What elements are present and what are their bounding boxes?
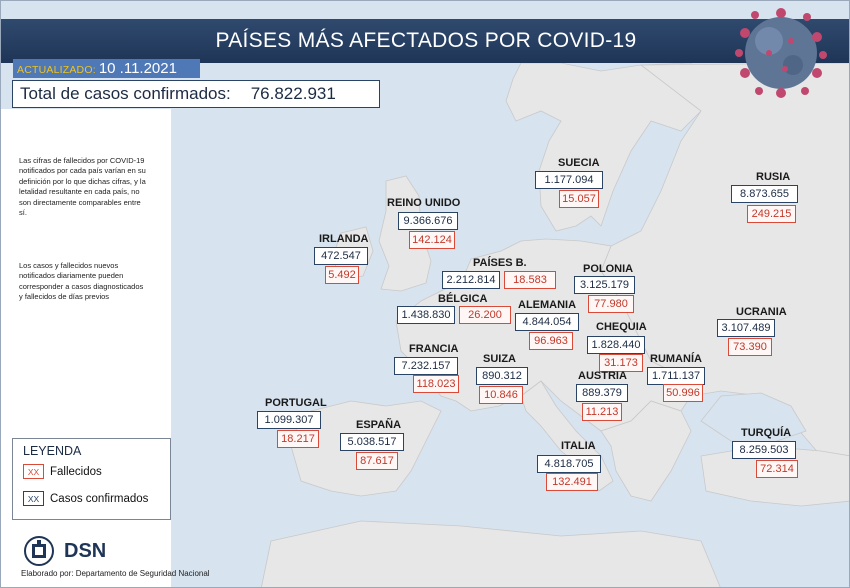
- country-name: ALEMANIA: [518, 299, 577, 311]
- total-cases-value: 76.822.931: [250, 84, 336, 103]
- credit-line: Elaborado por: Departamento de Seguridad…: [21, 569, 210, 578]
- legend-cases-swatch: XX: [23, 491, 44, 506]
- deaths-label: 96.963: [529, 332, 573, 350]
- country-name: ESPAÑA: [356, 419, 402, 431]
- legend-deaths-row: XX Fallecidos: [23, 464, 102, 479]
- deaths-label: 142.124: [409, 231, 455, 249]
- deaths-label: 26.200: [459, 306, 511, 324]
- deaths-label: 73.390: [728, 338, 772, 356]
- updated-date: ACTUALIZADO: 10 .11.2021: [13, 59, 200, 78]
- country-name: AUSTRIA: [578, 370, 627, 382]
- cases-label: 9.366.676: [398, 212, 458, 230]
- cases-label: 3.107.489: [717, 319, 775, 337]
- balkans-land: [600, 400, 692, 502]
- deaths-label: 18.583: [504, 271, 556, 289]
- dsn-emblem-icon: [24, 536, 54, 566]
- country-name: PORTUGAL: [265, 397, 327, 409]
- cases-label: 1.828.440: [587, 336, 645, 354]
- total-cases-label: Total de casos confirmados:: [20, 84, 231, 103]
- cases-label: 890.312: [476, 367, 528, 385]
- updated-value: 10 .11.2021: [98, 60, 177, 77]
- deaths-label: 18.217: [277, 430, 319, 448]
- country-name: UCRANIA: [736, 306, 787, 318]
- cases-label: 7.232.157: [394, 357, 458, 375]
- deaths-label: 50.996: [663, 384, 703, 402]
- country-name: IRLANDA: [319, 233, 369, 245]
- dsn-logo-text: DSN: [64, 540, 107, 562]
- deaths-label: 77.980: [588, 295, 634, 313]
- country-name: RUMANÍA: [650, 353, 702, 365]
- cases-label: 1.177.094: [535, 171, 603, 189]
- cases-label: 8.259.503: [732, 441, 796, 459]
- cases-label: 8.873.655: [731, 185, 798, 203]
- updated-label: ACTUALIZADO:: [17, 64, 96, 76]
- legend-title: LEYENDA: [23, 444, 82, 458]
- total-cases-box: Total de casos confirmados: 76.822.931: [12, 80, 380, 108]
- country-name: TURQUÍA: [741, 427, 792, 439]
- cases-label: 2.212.814: [442, 271, 500, 289]
- coronavirus-icon: [735, 8, 827, 98]
- cases-label: 1.711.137: [647, 367, 705, 385]
- deaths-label: 249.215: [747, 205, 796, 223]
- deaths-label: 10.846: [479, 386, 523, 404]
- cases-label: 889.379: [576, 384, 628, 402]
- note-daily-reporting: Los casos y fallecidos nuevos notificado…: [19, 261, 144, 302]
- country-name: POLONIA: [583, 263, 634, 275]
- deaths-label: 72.314: [756, 460, 798, 478]
- country-name: SUIZA: [483, 353, 516, 365]
- cases-label: 4.818.705: [537, 455, 601, 473]
- header-bar: PAÍSES MÁS AFECTADOS POR COVID-19: [1, 19, 849, 63]
- legend: LEYENDA XX Fallecidos XX Casos confirmad…: [12, 438, 171, 520]
- north-africa-land: [261, 520, 721, 587]
- country-name: SUECIA: [558, 157, 600, 169]
- country-name: ITALIA: [561, 440, 596, 452]
- country-name: PAÍSES B.: [473, 257, 527, 269]
- cases-label: 4.844.054: [515, 313, 579, 331]
- legend-cases-label: Casos confirmados: [50, 492, 149, 505]
- legend-deaths-label: Fallecidos: [50, 465, 102, 478]
- cases-label: 1.438.830: [397, 306, 455, 324]
- scandinavia-land: [505, 62, 702, 232]
- cases-label: 472.547: [314, 247, 368, 265]
- great-britain-land: [378, 175, 432, 292]
- country-name: CHEQUIA: [596, 321, 647, 333]
- deaths-label: 118.023: [413, 375, 459, 393]
- page-title: PAÍSES MÁS AFECTADOS POR COVID-19: [215, 29, 637, 52]
- country-name: REINO UNIDO: [387, 197, 461, 209]
- deaths-label: 31.173: [599, 354, 643, 372]
- deaths-label: 87.617: [356, 452, 398, 470]
- cases-label: 5.038.517: [340, 433, 404, 451]
- country-name: BÉLGICA: [438, 293, 488, 305]
- legend-cases-row: XX Casos confirmados: [23, 491, 148, 506]
- legend-deaths-swatch: XX: [23, 464, 44, 479]
- deaths-label: 11.213: [582, 403, 622, 421]
- deaths-label: 132.491: [546, 473, 598, 491]
- black-sea: [700, 392, 807, 444]
- cases-label: 3.125.179: [574, 276, 635, 294]
- note-deaths-definition: Las cifras de fallecidos por COVID-19 no…: [19, 156, 146, 218]
- deaths-label: 5.492: [325, 266, 359, 284]
- cases-label: 1.099.307: [257, 411, 321, 429]
- country-name: FRANCIA: [409, 343, 459, 355]
- deaths-label: 15.057: [559, 190, 599, 208]
- country-name: RUSIA: [756, 171, 791, 183]
